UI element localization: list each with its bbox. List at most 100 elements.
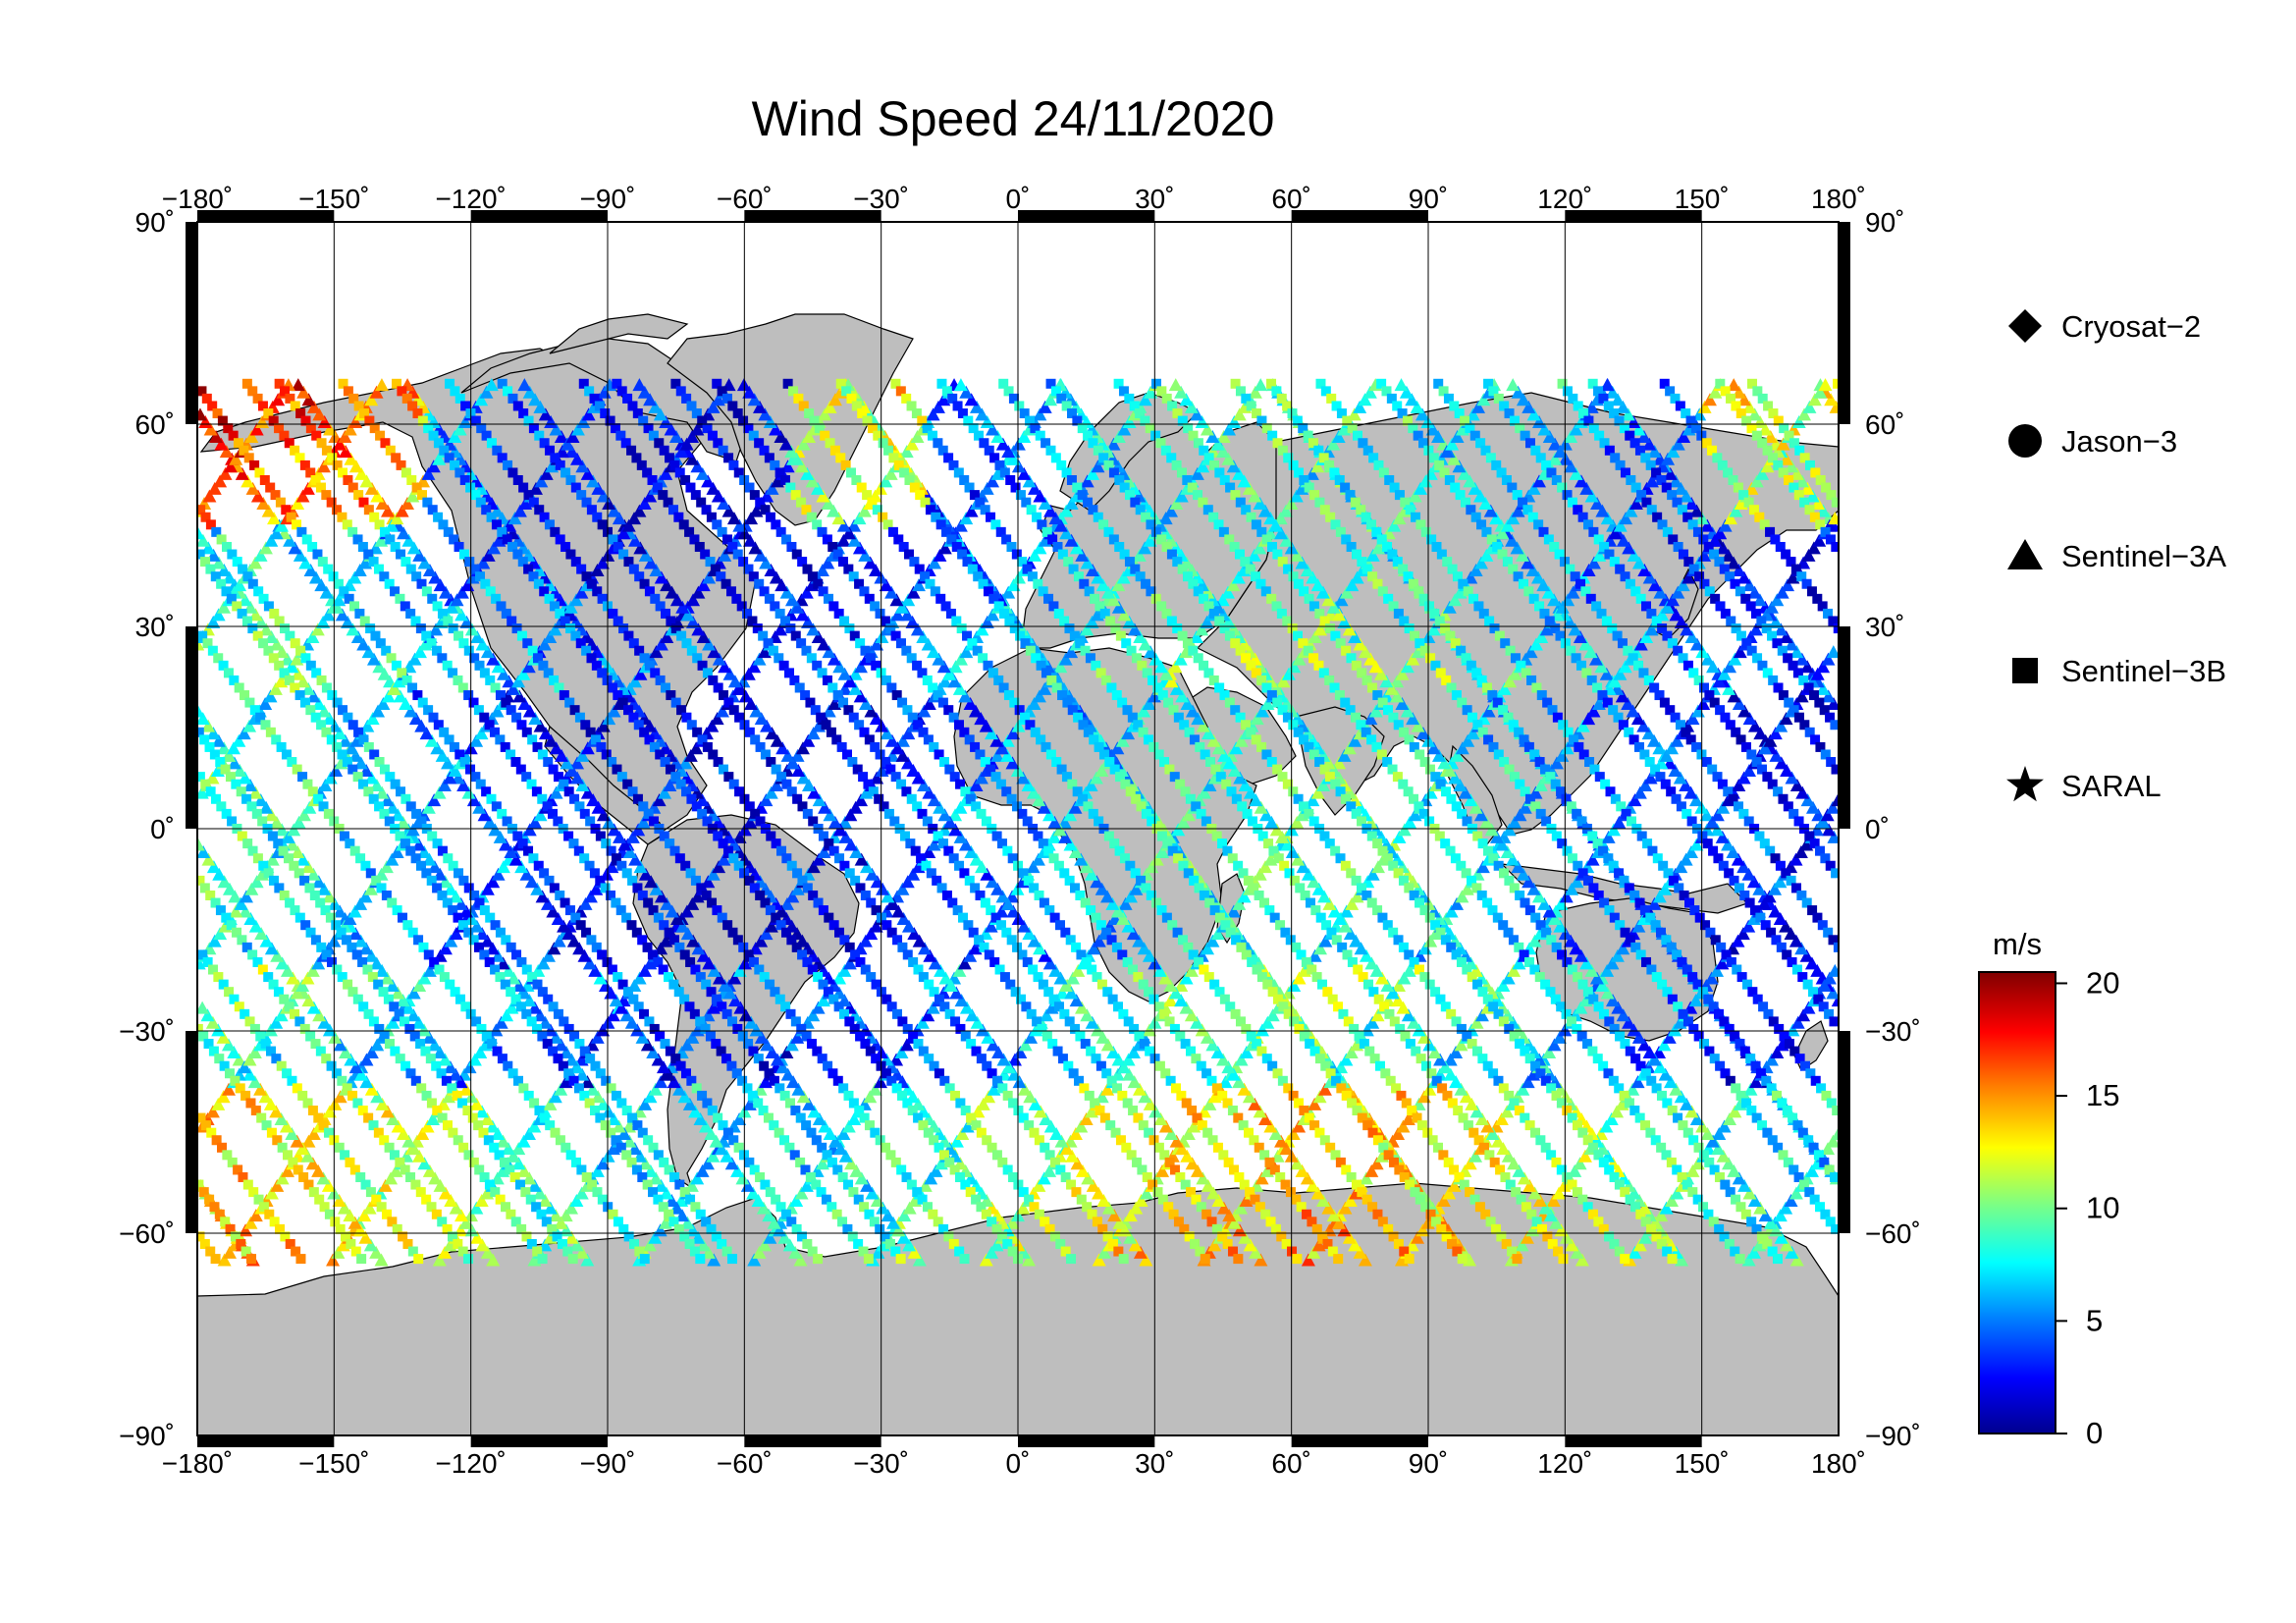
track-point <box>686 401 697 411</box>
track-point <box>990 772 1001 783</box>
track-point <box>835 378 846 389</box>
track-point <box>1317 890 1332 903</box>
track-point <box>450 460 460 470</box>
track-point <box>295 1142 310 1156</box>
track-point <box>779 1090 790 1101</box>
track-point <box>865 653 876 664</box>
track-point <box>1054 1134 1069 1148</box>
track-point <box>454 608 469 622</box>
track-point <box>358 408 369 419</box>
track-point <box>843 1179 854 1190</box>
track-point <box>1780 1238 1794 1252</box>
track-point <box>1489 830 1504 843</box>
track-point <box>250 489 265 503</box>
track-point <box>617 838 632 851</box>
track-point <box>962 630 973 641</box>
track-point <box>223 460 238 473</box>
track-point <box>1670 1186 1684 1200</box>
track-point <box>570 756 585 770</box>
track-point <box>600 883 611 893</box>
track-point <box>805 697 816 708</box>
track-point <box>397 526 411 540</box>
track-point <box>698 1119 713 1133</box>
track-point <box>693 1111 708 1125</box>
track-point <box>501 608 511 619</box>
track-point <box>1148 652 1163 666</box>
track-point <box>222 570 237 584</box>
track-point <box>770 1053 784 1066</box>
track-point <box>674 942 685 952</box>
track-point <box>986 474 1000 488</box>
track-point <box>1214 987 1225 998</box>
track-point <box>1145 1046 1155 1056</box>
track-point <box>910 430 925 444</box>
track-point <box>879 578 893 592</box>
track-point <box>705 719 720 732</box>
track-point <box>1547 593 1562 607</box>
track-point <box>1198 785 1212 799</box>
track-point <box>1742 1186 1757 1200</box>
track-point <box>1148 994 1159 1004</box>
track-point <box>1795 785 1810 799</box>
track-point <box>649 741 660 752</box>
track-point <box>990 430 1005 444</box>
track-point <box>592 586 603 597</box>
track-point <box>1371 860 1386 874</box>
track-point <box>1453 779 1468 792</box>
track-point <box>812 793 827 807</box>
track-point <box>1306 1178 1320 1192</box>
track-point <box>611 853 621 864</box>
track-point <box>1123 1230 1138 1244</box>
track-point <box>1379 675 1394 688</box>
track-point <box>1090 1098 1100 1109</box>
track-point <box>891 690 902 701</box>
track-point <box>922 675 933 685</box>
track-point <box>954 860 965 871</box>
track-point <box>300 971 315 985</box>
track-point <box>491 519 502 530</box>
track-point <box>1644 474 1659 488</box>
track-point <box>755 816 766 827</box>
track-point <box>1574 474 1588 488</box>
track-point <box>239 904 253 918</box>
track-point <box>1191 1194 1201 1205</box>
track-point <box>469 733 484 747</box>
track-point <box>1485 1127 1500 1141</box>
track-point <box>917 1194 928 1205</box>
track-point <box>591 660 602 671</box>
track-point <box>1530 570 1545 584</box>
track-point <box>951 616 962 626</box>
track-point <box>938 1150 949 1161</box>
track-point <box>654 890 668 903</box>
track-point <box>1793 845 1808 859</box>
track-point <box>934 749 944 760</box>
track-point <box>489 1023 504 1037</box>
track-point <box>865 1186 880 1200</box>
track-point <box>1011 460 1026 473</box>
track-point <box>1283 1008 1294 1019</box>
track-point <box>207 934 222 947</box>
track-point <box>476 423 487 434</box>
track-point <box>1726 845 1740 859</box>
track-point <box>326 1253 341 1267</box>
track-point <box>316 1171 331 1185</box>
track-point <box>702 423 713 434</box>
track-point <box>618 623 629 634</box>
track-point <box>469 653 480 664</box>
track-point <box>1801 1001 1816 1014</box>
track-point <box>581 571 592 582</box>
track-point <box>617 1127 632 1141</box>
track-point <box>507 393 518 404</box>
track-point <box>1644 622 1659 636</box>
track-point <box>802 564 813 574</box>
track-point <box>1141 883 1151 893</box>
track-point <box>795 741 810 755</box>
track-point <box>497 667 511 680</box>
track-point <box>734 786 745 797</box>
track-point <box>515 764 526 775</box>
track-point <box>1471 400 1486 413</box>
track-point <box>674 853 685 864</box>
track-point <box>252 393 263 404</box>
track-point <box>832 1164 843 1175</box>
track-point <box>986 608 1000 622</box>
